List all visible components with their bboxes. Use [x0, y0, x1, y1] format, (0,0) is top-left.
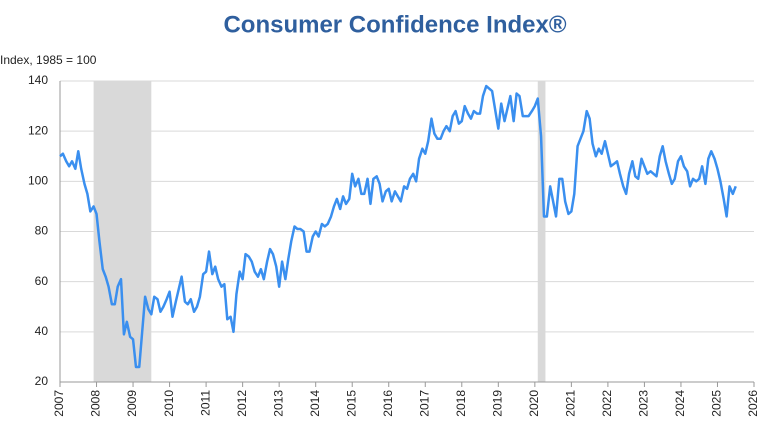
y-tick-label: 80 — [35, 224, 49, 238]
chart-title: Consumer Confidence Index® — [223, 11, 566, 38]
x-tick-label: 2018 — [454, 390, 468, 417]
x-tick-label: 2007 — [52, 390, 66, 417]
x-tick-label: 2016 — [381, 390, 395, 417]
x-tick-label: 2012 — [235, 390, 249, 417]
y-tick-label: 60 — [35, 274, 49, 288]
y-tick-label: 120 — [28, 123, 48, 137]
y-tick-label: 40 — [35, 324, 49, 338]
y-axis-label: Index, 1985 = 100 — [0, 53, 97, 67]
x-tick-label: 2013 — [271, 390, 285, 417]
x-tick-label: 2024 — [673, 390, 687, 417]
y-tick-label: 20 — [35, 374, 49, 388]
y-tick-label: 140 — [28, 73, 48, 87]
x-tick-label: 2020 — [527, 390, 541, 417]
x-tick-label: 2017 — [417, 390, 431, 417]
x-tick-label: 2025 — [710, 390, 724, 417]
x-tick-label: 2022 — [600, 390, 614, 417]
x-tick-label: 2008 — [89, 390, 103, 417]
x-tick-label: 2026 — [746, 390, 758, 417]
x-tick-label: 2015 — [344, 390, 358, 417]
y-tick-label: 100 — [28, 174, 48, 188]
x-tick-label: 2011 — [198, 390, 212, 416]
x-tick-label: 2023 — [637, 390, 651, 417]
x-tick-label: 2010 — [162, 390, 176, 417]
x-tick-label: 2019 — [490, 390, 504, 417]
x-tick-label: 2021 — [564, 390, 578, 417]
x-tick-label: 2009 — [125, 390, 139, 417]
data-line — [59, 84, 737, 369]
x-tick-label: 2014 — [308, 390, 322, 417]
